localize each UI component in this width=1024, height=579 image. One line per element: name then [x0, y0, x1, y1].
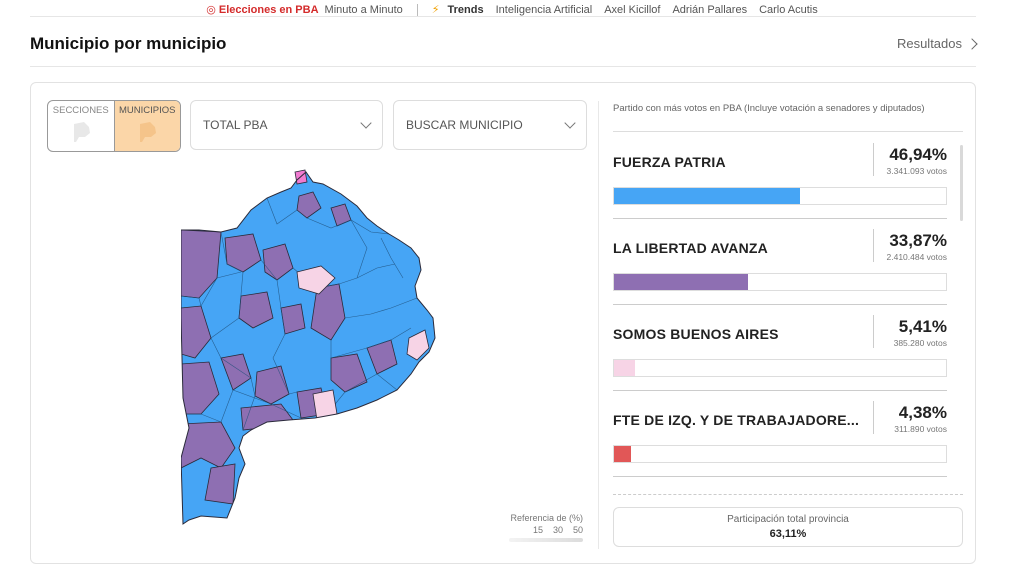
party-row-libertad-avanza[interactable]: LA LIBERTAD AVANZA 33,87% 2.410.484 voto…	[613, 229, 947, 315]
trend-link[interactable]: Inteligencia Artificial	[495, 4, 593, 16]
panel-scrollbar[interactable]	[960, 145, 963, 221]
party-percent: 5,41%	[898, 317, 947, 336]
participation-box: Participación total provincia 63,11%	[613, 507, 963, 547]
panel-divider	[598, 101, 599, 549]
party-bar-fill	[614, 446, 632, 462]
map-district[interactable]	[296, 265, 336, 295]
party-percent-box: 5,41% 385.280 votos	[873, 315, 947, 348]
trend-link[interactable]: Carlo Acutis	[759, 4, 818, 16]
party-bar	[613, 445, 947, 463]
trend-link[interactable]: Axel Kicillof	[604, 4, 661, 16]
province-outline-icon	[73, 122, 90, 142]
trends-label: Trends	[447, 4, 484, 16]
party-bar-fill	[614, 360, 636, 376]
municipality-search-dropdown[interactable]: BUSCAR MUNICIPIO	[393, 100, 587, 150]
province-map[interactable]	[181, 168, 451, 528]
participation-value: 63,11%	[769, 528, 807, 540]
party-divider	[613, 304, 947, 305]
party-name: SOMOS BUENOS AIRES	[613, 326, 779, 342]
province-outline-icon	[140, 122, 157, 142]
party-percent: 33,87%	[889, 231, 947, 250]
party-percent: 4,38%	[898, 403, 947, 422]
chevron-down-icon	[360, 117, 372, 129]
party-name: FTE DE IZQ. Y DE TRABAJADORE...	[613, 412, 860, 428]
province-outline	[181, 171, 436, 525]
party-row-fte-izquierda[interactable]: FTE DE IZQ. Y DE TRABAJADORE... 4,38% 31…	[613, 401, 947, 487]
chevron-right-icon	[966, 37, 978, 50]
party-divider	[613, 390, 947, 391]
party-votes: 385.280 votos	[893, 338, 947, 348]
news-ticker: ◎ Elecciones en PBA Minuto a Minuto ⚡ Tr…	[0, 0, 1024, 16]
ticker-divider	[416, 4, 418, 16]
legend-tick: 30	[552, 525, 563, 535]
map-district[interactable]	[224, 233, 262, 273]
chevron-down-icon	[564, 117, 576, 129]
party-divider	[613, 476, 947, 477]
header-divider	[30, 66, 976, 67]
party-bar	[613, 187, 947, 205]
section-title: Municipio por municipio	[30, 34, 227, 53]
lightning-icon: ⚡	[431, 4, 440, 16]
party-divider	[613, 218, 947, 219]
legend-gradient-bar	[509, 538, 583, 542]
map-district[interactable]	[406, 329, 430, 361]
panel-header-divider	[613, 131, 963, 132]
results-card: SECCIONES MUNICIPIOS TOTAL PBA BUSCAR MU…	[30, 82, 976, 564]
party-bar-fill	[614, 188, 800, 204]
party-name: FUERZA PATRIA	[613, 154, 726, 170]
ticker-divider-line	[30, 16, 976, 17]
party-percent: 46,94%	[889, 145, 947, 164]
party-bar	[613, 359, 947, 377]
party-row-fuerza-patria[interactable]: FUERZA PATRIA 46,94% 3.341.093 votos	[613, 143, 947, 229]
map-district[interactable]	[296, 191, 322, 219]
map-district[interactable]	[262, 243, 294, 281]
region-dropdown-value: TOTAL PBA	[203, 118, 268, 132]
party-votes: 311.890 votos	[894, 424, 947, 434]
minute-by-minute-link[interactable]: Minuto a Minuto	[324, 4, 403, 16]
panel-header: Partido con más votos en PBA (Incluye vo…	[613, 103, 925, 114]
toggle-municipios[interactable]: MUNICIPIOS	[113, 101, 180, 151]
legend-ticks: 15 30 50	[509, 525, 583, 535]
legend-tick: 50	[572, 525, 583, 535]
party-percent-box: 4,38% 311.890 votos	[873, 401, 947, 434]
map-district[interactable]	[181, 305, 212, 359]
view-toggle: SECCIONES MUNICIPIOS	[47, 100, 181, 152]
party-name: LA LIBERTAD AVANZA	[613, 240, 768, 256]
municipality-search-value: BUSCAR MUNICIPIO	[406, 118, 523, 132]
results-link[interactable]: Resultados	[896, 36, 978, 51]
region-dropdown[interactable]: TOTAL PBA	[190, 100, 383, 150]
toggle-secciones-label: SECCIONES	[52, 105, 109, 116]
map-district[interactable]	[181, 361, 220, 415]
party-votes: 3.341.093 votos	[886, 166, 948, 176]
results-link-label: Resultados	[896, 36, 962, 51]
map-legend: Referencia de (%) 15 30 50	[509, 513, 583, 542]
party-bar-fill	[614, 274, 748, 290]
party-percent-box: 46,94% 3.341.093 votos	[873, 143, 947, 176]
map-district[interactable]	[312, 389, 338, 421]
party-row-somos-buenos-aires[interactable]: SOMOS BUENOS AIRES 5,41% 385.280 votos	[613, 315, 947, 401]
map-district[interactable]	[330, 353, 368, 393]
party-percent-box: 33,87% 2.410.484 votos	[873, 229, 947, 262]
party-bar	[613, 273, 947, 291]
panel-dashed-divider	[613, 494, 963, 495]
party-votes: 2.410.484 votos	[886, 252, 948, 262]
trend-link[interactable]: Adrián Pallares	[672, 4, 748, 16]
toggle-secciones[interactable]: SECCIONES	[48, 101, 114, 151]
legend-tick: 15	[532, 525, 543, 535]
live-elections-link[interactable]: ◎ Elecciones en PBA	[206, 4, 319, 16]
participation-label: Participación total provincia	[727, 514, 849, 525]
toggle-municipios-label: MUNICIPIOS	[119, 105, 176, 116]
legend-title: Referencia de (%)	[510, 513, 583, 523]
